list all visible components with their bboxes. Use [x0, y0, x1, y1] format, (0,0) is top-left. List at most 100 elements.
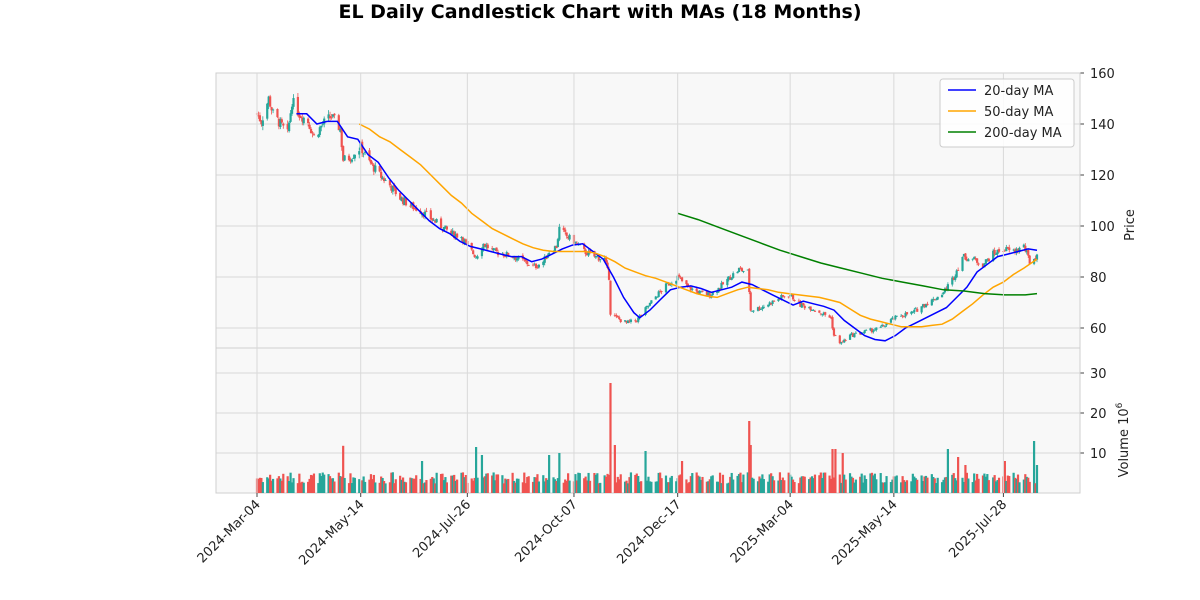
volume-bar — [400, 479, 403, 493]
candle-body — [718, 288, 722, 290]
candle-body — [298, 114, 301, 118]
candle-body — [659, 290, 662, 292]
volume-bar — [720, 483, 723, 493]
volume-bar — [971, 482, 974, 493]
volume-bar — [347, 483, 351, 493]
volume-bar — [628, 477, 631, 493]
volume-bar — [895, 475, 898, 493]
volume-bar — [388, 482, 392, 493]
candle-body — [986, 259, 989, 261]
candle-body — [808, 307, 811, 309]
volume-bar — [353, 477, 356, 493]
candle-body — [781, 295, 784, 297]
volume-bar — [862, 482, 865, 493]
candle-body — [992, 250, 995, 261]
candle-body — [720, 282, 723, 289]
candle-body — [321, 124, 324, 125]
volume-bar — [460, 472, 463, 493]
candle-body — [891, 317, 894, 320]
volume-bar — [543, 481, 546, 493]
candle-body — [271, 109, 275, 111]
volume-bar — [369, 474, 373, 493]
candle-body — [296, 96, 299, 116]
candle-body — [756, 307, 760, 311]
volume-bar — [401, 477, 405, 493]
volume-bar — [476, 477, 479, 493]
volume-bar — [505, 479, 508, 493]
volume-bar — [583, 478, 586, 493]
candle-body — [372, 164, 375, 172]
candle-body — [850, 333, 853, 336]
candle-body — [777, 298, 780, 302]
volume-bar — [721, 474, 725, 493]
volume-bar — [644, 451, 647, 493]
volume-bar — [290, 482, 294, 493]
candle-body — [996, 249, 999, 255]
candle-body — [973, 257, 976, 260]
candle-body — [882, 325, 885, 327]
volume-bar — [537, 481, 541, 493]
volume-bar — [790, 476, 793, 493]
candle-body — [599, 259, 602, 261]
volume-bar — [667, 482, 671, 493]
volume-bar — [568, 480, 571, 493]
legend-label: 200-day MA — [984, 126, 1062, 141]
volume-bar — [1016, 474, 1020, 493]
candle-body — [339, 128, 342, 132]
volume-bar — [339, 476, 342, 493]
volume-bar — [711, 475, 714, 493]
volume-bar — [708, 479, 711, 493]
candle-body — [286, 124, 289, 130]
volume-bar — [574, 474, 577, 493]
volume-bar — [732, 479, 735, 493]
candle-body — [933, 299, 936, 301]
volume-bar — [317, 483, 320, 493]
volume-bar — [311, 475, 314, 493]
volume-bar — [342, 445, 345, 493]
volume-bar — [926, 477, 929, 493]
volume-bar — [399, 475, 402, 493]
candle-body — [429, 210, 432, 220]
volume-bar — [464, 474, 467, 493]
volume-bar — [470, 478, 473, 493]
candle-body — [657, 291, 660, 297]
volume-bar — [995, 481, 998, 493]
candle-body — [349, 159, 352, 162]
volume-bar — [320, 475, 323, 493]
volume-bar — [266, 477, 269, 493]
volume-bar — [567, 473, 570, 493]
candle-body — [374, 165, 377, 172]
candle-body — [583, 243, 586, 249]
candle-body — [771, 300, 774, 304]
volume-bar — [780, 480, 783, 493]
volume-bar — [657, 472, 660, 493]
volume-bar — [717, 481, 720, 493]
volume-bar — [819, 472, 822, 493]
volume-bar — [778, 472, 782, 493]
volume-bar — [450, 475, 453, 493]
volume-bar — [772, 480, 776, 493]
candle-body — [403, 197, 406, 206]
volume-bar — [967, 478, 970, 493]
volume-bar — [746, 472, 749, 493]
volume-bar — [648, 481, 652, 493]
volume-bar — [824, 472, 827, 493]
legend[interactable]: 20-day MA 50-day MA 200-day MA — [939, 78, 1075, 148]
candle-body — [945, 288, 948, 291]
candle-body — [615, 315, 618, 317]
candle-body — [534, 263, 538, 268]
candle-body — [399, 192, 402, 200]
volume-bar — [463, 477, 466, 493]
volume-bar — [697, 475, 700, 493]
candle-body — [914, 308, 917, 310]
volume-bar — [390, 472, 393, 493]
x-tick-label: 2025-Jul-28 — [946, 497, 1010, 561]
candle-body — [851, 333, 855, 337]
volume-bar — [645, 480, 649, 493]
volume-bar — [596, 473, 599, 493]
volume-bar — [996, 480, 999, 493]
volume-bar — [330, 478, 333, 493]
volume-bar — [442, 480, 446, 493]
volume-bar — [647, 476, 650, 493]
x-tick-label: 2025-May-14 — [830, 497, 901, 568]
